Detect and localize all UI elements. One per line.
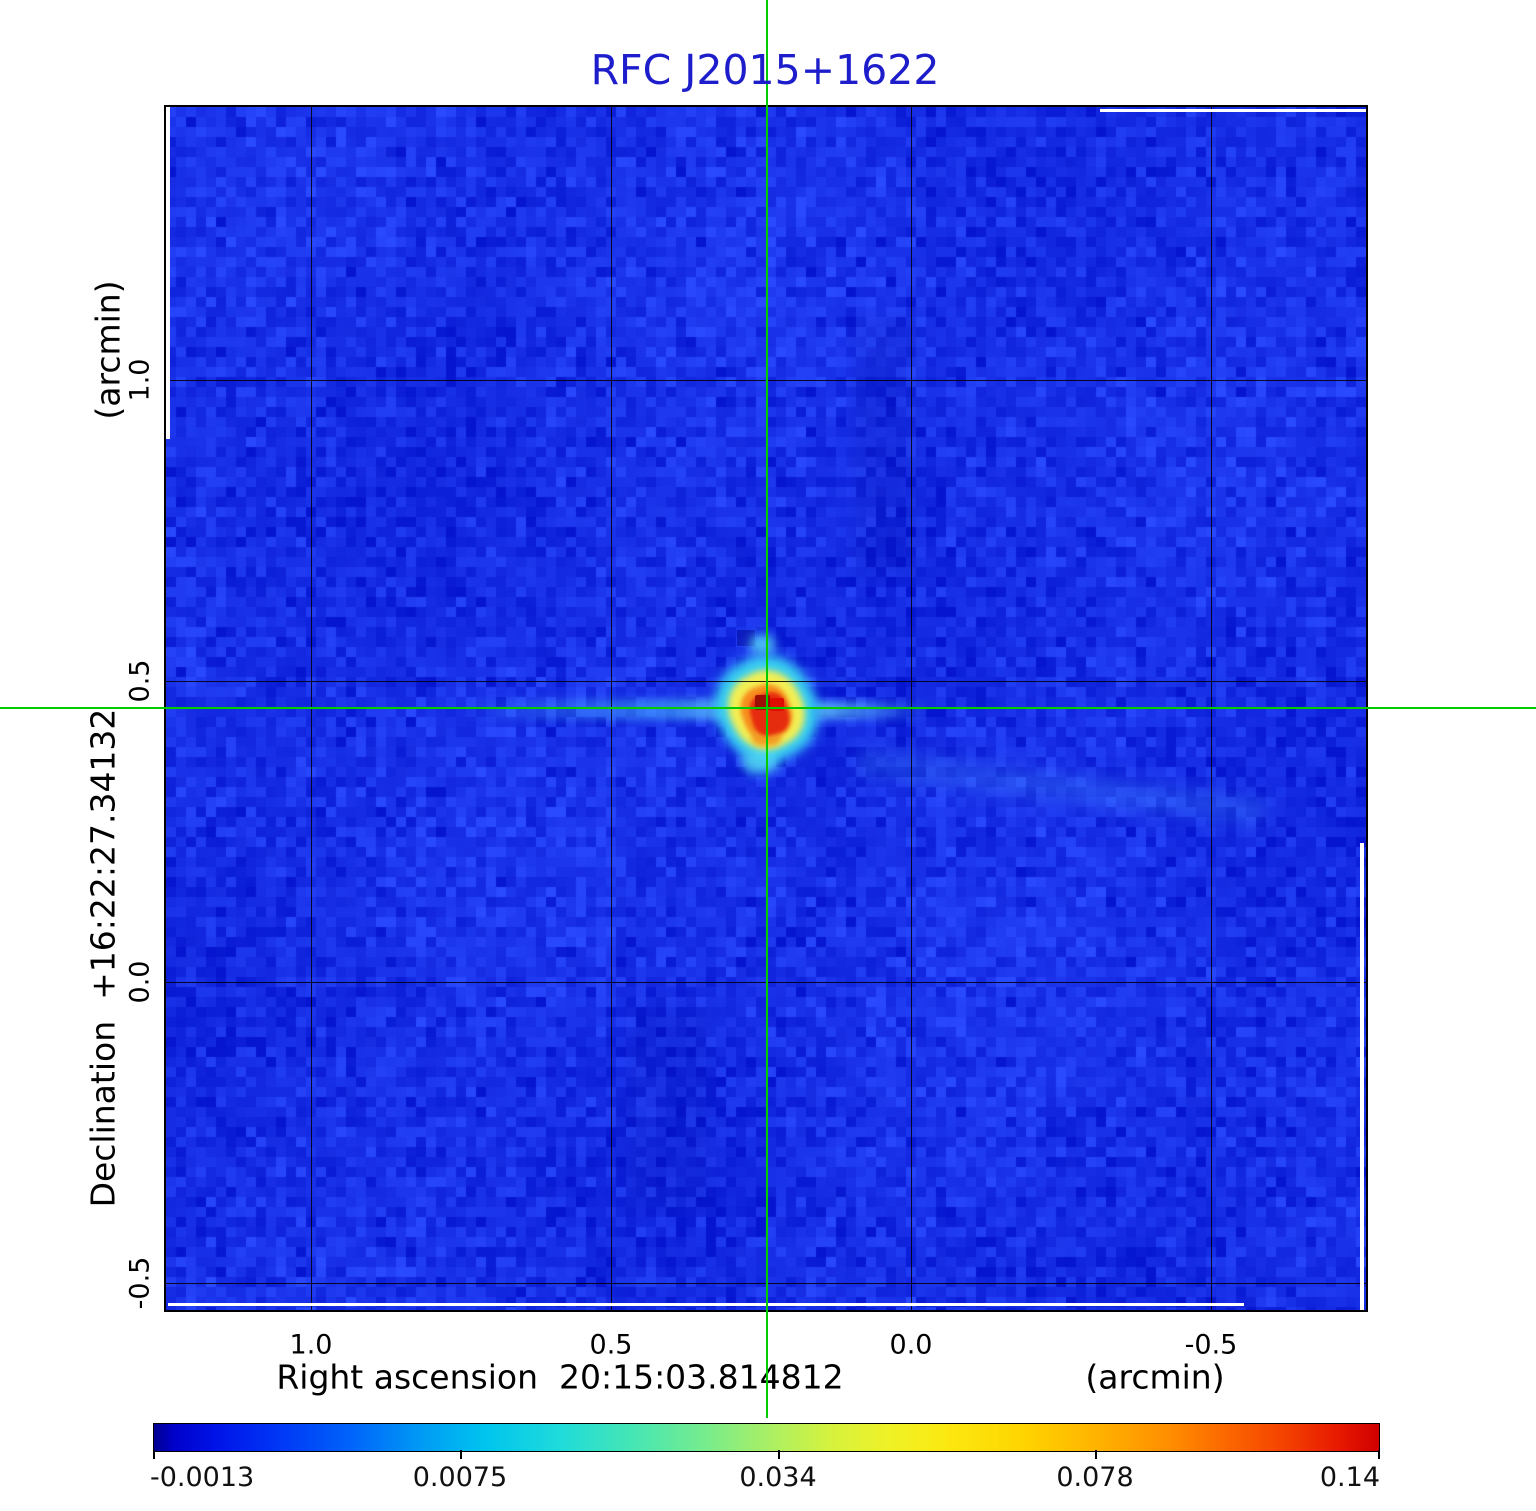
y-tick-label-0.0: 0.0 xyxy=(124,960,156,1004)
source-cyan-extension-north xyxy=(750,634,775,655)
colorbar-tick-1 xyxy=(460,1450,462,1459)
y-tick-label--0.5: -0.5 xyxy=(124,1256,156,1310)
x-tick-label-0.0: 0.0 xyxy=(889,1329,933,1361)
source-secondary-peak-pixel xyxy=(770,698,784,711)
colorbar-tick-2 xyxy=(778,1450,780,1459)
x-axis-unit-label: (arcmin) xyxy=(1085,1357,1225,1397)
x-tick-label--0.5: -0.5 xyxy=(1184,1329,1238,1361)
colorbar-label-3: 0.078 xyxy=(1056,1462,1134,1493)
source-cyan-extension-south xyxy=(742,749,778,774)
colorbar xyxy=(153,1423,1380,1452)
crosshair-vertical-line xyxy=(766,0,768,1418)
page-title: RFC J2015+1622 xyxy=(590,46,940,94)
sidelobe-streak-east xyxy=(814,702,929,719)
y-axis-title: Declination +16:22:27.34132 xyxy=(83,708,123,1208)
colorbar-tick-4 xyxy=(1378,1450,1380,1459)
map-edge-notch-top-right xyxy=(1100,109,1366,112)
y-axis-unit-label: (arcmin) xyxy=(88,280,128,420)
crosshair-horizontal-line xyxy=(0,707,1536,709)
y-tick-label-0.5: 0.5 xyxy=(124,659,156,703)
colorbar-label-min: -0.0013 xyxy=(150,1462,255,1493)
map-edge-notch-left xyxy=(166,107,170,439)
x-tick-label-1.0: 1.0 xyxy=(289,1329,333,1361)
x-tick-label-0.5: 0.5 xyxy=(589,1329,633,1361)
x-axis-title: Right ascension 20:15:03.814812 xyxy=(276,1357,844,1397)
dark-noise-band-north xyxy=(854,319,912,574)
colorbar-label-max: 0.14 xyxy=(1319,1462,1380,1493)
sidelobe-streak-west xyxy=(461,699,766,720)
colorbar-label-2: 0.034 xyxy=(739,1462,817,1493)
colorbar-label-1: 0.0075 xyxy=(412,1462,508,1493)
y-tick-label-1.0: 1.0 xyxy=(124,358,156,402)
map-edge-notch-right-bottom xyxy=(1360,843,1364,1310)
map-edge-notch-bottom xyxy=(168,1303,1244,1306)
colorbar-tick-3 xyxy=(1095,1450,1097,1459)
colorbar-tick-0 xyxy=(153,1450,155,1459)
dark-noise-band-south xyxy=(628,1005,713,1210)
